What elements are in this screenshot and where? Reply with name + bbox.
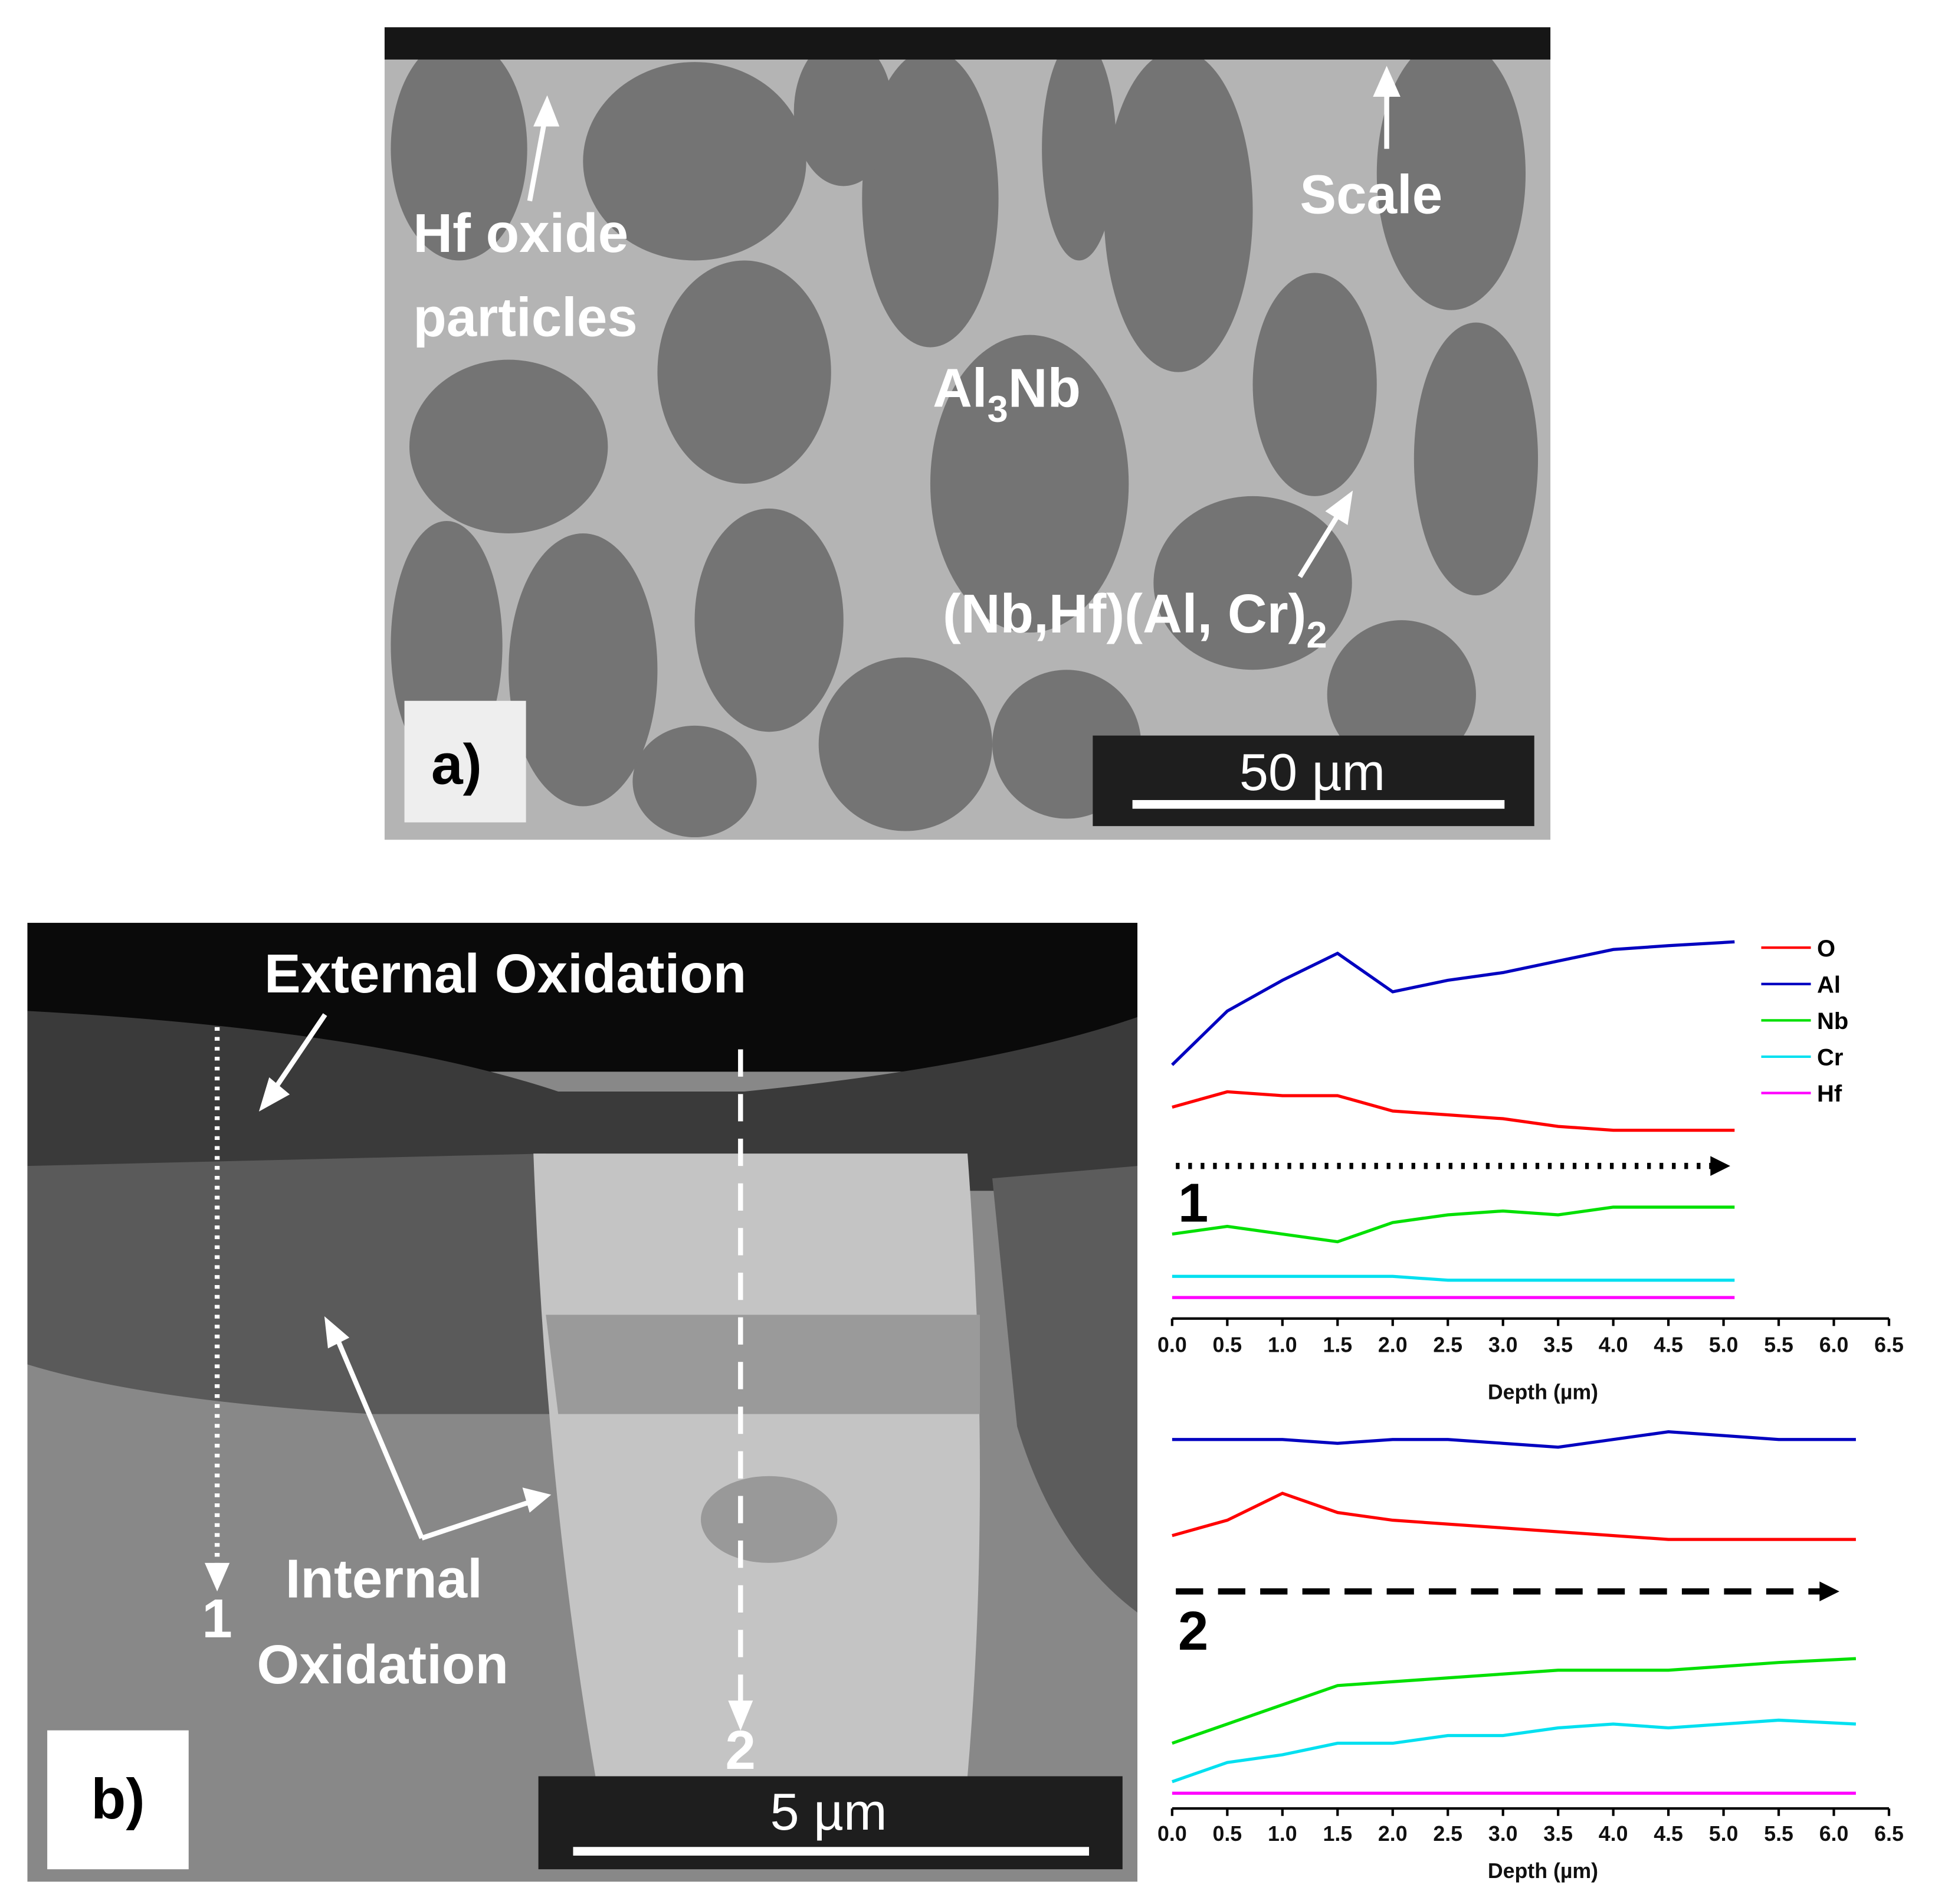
line-label: 2 [726,1719,756,1781]
annotation: (Nb,Hf)(Al, Cr)2 [943,583,1327,656]
x-tick-label: 0.0 [1157,1822,1187,1846]
scale-bar-label: 50 µm [1239,743,1385,801]
x-tick-label: 0.0 [1157,1333,1187,1356]
x-tick-label: 6.5 [1874,1333,1904,1356]
annotation-part: Nb [1008,358,1081,419]
series-line [1172,1274,1735,1282]
label-box [47,1730,189,1870]
annotation: Oxidation [257,1634,509,1695]
scale-bar-box [1093,735,1534,827]
x-tick-label: 3.0 [1488,1333,1518,1356]
x-tick-label: 2.0 [1378,1333,1408,1356]
legend-label: Hf [1817,1081,1842,1107]
x-tick-label: 4.0 [1599,1333,1628,1356]
panel-a: Hf oxide particles Scale Al3Nb (Nb,Hf)(A… [384,27,1551,840]
internal-oxide [27,1153,559,1414]
legend-label: Nb [1817,1008,1848,1034]
x-tick-label: 0.5 [1213,1333,1242,1356]
x-tick-label: 6.0 [1819,1333,1849,1356]
panel-b: External Oxidation Internal Oxidation 1 … [27,923,1138,1882]
annotation-sub: 2 [1306,614,1327,656]
scale-layer [384,27,1551,60]
external-oxide [27,1011,1138,1191]
legend-label: Al [1817,972,1841,998]
arrows-b [204,1013,753,1731]
annotation-part: Al [933,358,988,419]
x-tick-label: 0.5 [1213,1822,1242,1846]
line-scans: 0.0 0.5 1.0 1.5 2.0 2.5 3.0 3.5 4.0 4.5 5.0 5.5 6.0 6… [1157,936,1904,1883]
series-line [1172,1657,1857,1745]
x-tick-label: 4.5 [1654,1822,1683,1846]
series-line [1171,940,1735,1066]
scan-arrowhead [1819,1581,1839,1602]
series-line [1172,1718,1857,1784]
scan-label: 2 [1178,1600,1208,1662]
series-line [1172,1205,1735,1244]
laves-region [533,1153,980,1777]
panel-label: b) [91,1767,145,1831]
x-axis-title: Depth (µm) [1488,1380,1598,1404]
line-label: 1 [202,1588,232,1649]
scale-bar [1132,799,1505,809]
x-tick-label: 5.0 [1709,1822,1739,1846]
x-axis-title: Depth (µm) [1488,1859,1598,1883]
scale-bar [573,1847,1090,1856]
annotation: External Oxidation [264,943,746,1004]
panel-label: a) [431,733,482,797]
scan-label: 1 [1178,1172,1208,1234]
x-tick-label: 5.5 [1764,1822,1793,1846]
x-tick-label: 2.5 [1433,1333,1462,1356]
x-tick-label: 2.5 [1433,1822,1462,1846]
series-line [1172,1492,1856,1541]
scale-bar-label: 5 µm [770,1782,887,1841]
annotation: Al3Nb [933,358,1081,430]
annotation: particles [413,287,637,348]
x-tick-label: 5.0 [1709,1333,1739,1356]
annotation-part: (Nb,Hf)(Al, Cr) [943,583,1307,644]
legend-label: O [1817,936,1835,962]
scan-arrowhead [1710,1156,1730,1176]
x-tick-label: 4.0 [1599,1822,1628,1846]
annotation: Scale [1300,164,1442,225]
annotation: Internal [286,1548,483,1610]
annotation: Hf oxide [413,202,628,264]
series-line [1172,1430,1856,1449]
x-tick-label: 2.0 [1378,1822,1408,1846]
x-tick-label: 3.5 [1543,1822,1573,1846]
x-tick-label: 3.5 [1543,1333,1573,1356]
arrows-a [527,65,1401,578]
x-tick-label: 6.0 [1819,1822,1849,1846]
series-line [1172,1090,1735,1132]
x-tick-label: 6.5 [1874,1822,1904,1846]
x-tick-label: 5.5 [1764,1333,1793,1356]
annotation-sub: 3 [988,389,1008,430]
x-tick-label: 1.0 [1268,1333,1297,1356]
legend-label: Cr [1817,1045,1843,1071]
x-tick-label: 3.0 [1488,1822,1518,1846]
particle [701,1476,838,1563]
label-box [404,700,526,822]
x-tick-label: 1.0 [1268,1822,1297,1846]
x-tick-label: 1.5 [1323,1822,1352,1846]
internal-oxide [992,1166,1138,1613]
x-tick-label: 1.5 [1323,1333,1352,1356]
x-tick-label: 4.5 [1654,1333,1683,1356]
oxidized-band [546,1315,980,1414]
